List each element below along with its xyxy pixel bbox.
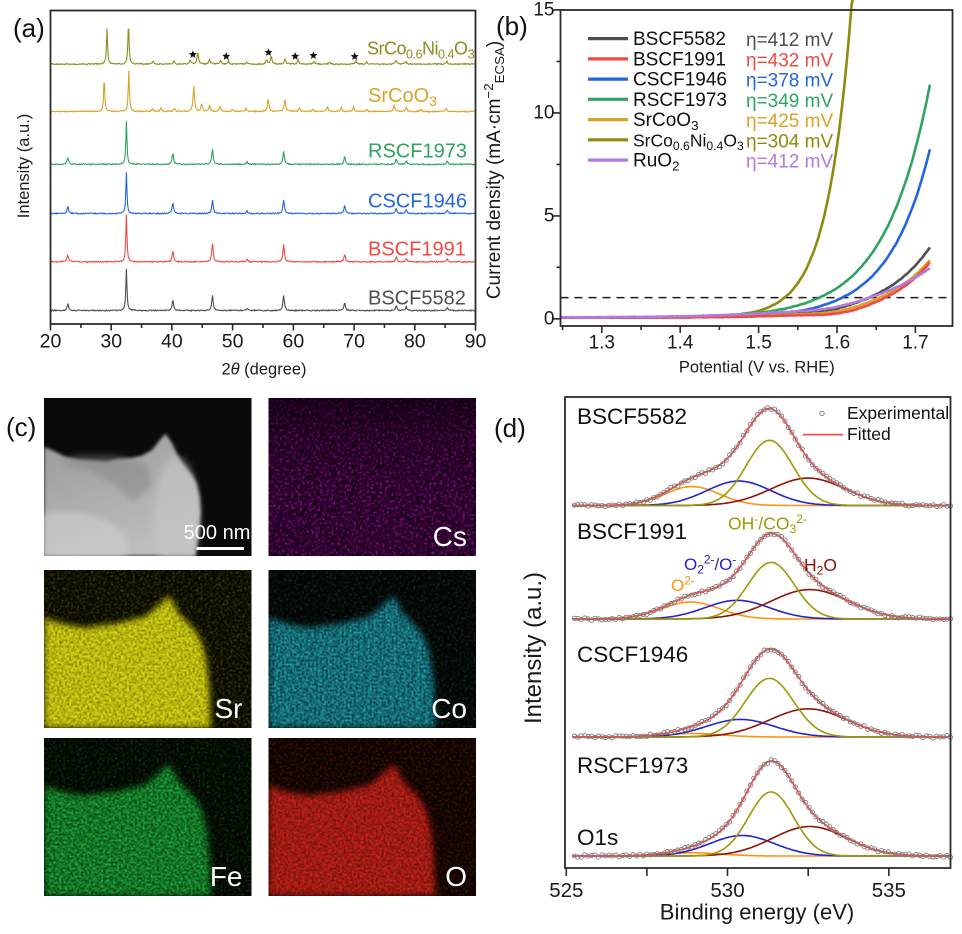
svg-text:SrCoO3: SrCoO3 bbox=[633, 110, 698, 133]
svg-text:BSCF1991: BSCF1991 bbox=[368, 239, 466, 261]
svg-text:(d): (d) bbox=[494, 413, 526, 443]
svg-text:RuO2: RuO2 bbox=[633, 151, 679, 174]
svg-text:15: 15 bbox=[533, 0, 554, 20]
svg-text:10: 10 bbox=[533, 102, 554, 123]
svg-text:Binding energy (eV): Binding energy (eV) bbox=[660, 900, 854, 925]
svg-text:Intensity (a.u.): Intensity (a.u.) bbox=[15, 114, 33, 219]
svg-text:CSCF1946: CSCF1946 bbox=[368, 191, 467, 213]
svg-text:0: 0 bbox=[544, 308, 555, 329]
svg-text:BSCF1991: BSCF1991 bbox=[577, 519, 687, 544]
svg-text:SrCo0.6Ni0.4O3: SrCo0.6Ni0.4O3 bbox=[367, 39, 475, 62]
svg-text:535: 535 bbox=[872, 879, 906, 902]
svg-text:Sr: Sr bbox=[215, 693, 243, 724]
svg-text:η=304 mV: η=304 mV bbox=[746, 131, 833, 152]
svg-text:SrCoO3: SrCoO3 bbox=[368, 85, 437, 109]
svg-text:1.7: 1.7 bbox=[902, 333, 928, 354]
svg-text:80: 80 bbox=[404, 331, 426, 353]
svg-text:SrCo0.6Ni0.4O3: SrCo0.6Ni0.4O3 bbox=[633, 130, 744, 153]
svg-text:CSCF1946: CSCF1946 bbox=[633, 70, 727, 91]
svg-text:500 nm: 500 nm bbox=[184, 522, 251, 544]
svg-text:Fitted: Fitted bbox=[847, 424, 891, 444]
svg-text:O2-: O2- bbox=[671, 574, 695, 596]
svg-text:O22-/O-: O22-/O- bbox=[684, 553, 736, 577]
svg-text:η=432 mV: η=432 mV bbox=[746, 50, 833, 71]
svg-text:70: 70 bbox=[343, 331, 365, 353]
svg-text:1.3: 1.3 bbox=[589, 333, 615, 354]
svg-text:90: 90 bbox=[465, 331, 487, 353]
svg-text:H2O: H2O bbox=[804, 555, 837, 578]
svg-text:Fe: Fe bbox=[210, 861, 243, 892]
svg-text:η=425 mV: η=425 mV bbox=[746, 111, 833, 132]
svg-text:BSCF5582: BSCF5582 bbox=[368, 288, 466, 310]
svg-text:530: 530 bbox=[710, 879, 744, 902]
svg-text:Cs: Cs bbox=[433, 521, 467, 552]
svg-text:5: 5 bbox=[544, 205, 555, 226]
svg-text:1.4: 1.4 bbox=[667, 333, 694, 354]
svg-text:Intensity (a.u.): Intensity (a.u.) bbox=[520, 572, 547, 724]
svg-text:30: 30 bbox=[100, 331, 122, 353]
svg-text:OH-/CO32-: OH-/CO32- bbox=[728, 512, 807, 536]
svg-text:η=412 mV: η=412 mV bbox=[746, 152, 833, 173]
svg-text:40: 40 bbox=[161, 331, 183, 353]
svg-text:50: 50 bbox=[222, 331, 244, 353]
svg-text:O: O bbox=[445, 861, 467, 892]
svg-text:(b): (b) bbox=[496, 11, 528, 41]
svg-text:η=378 mV: η=378 mV bbox=[746, 71, 833, 92]
svg-text:(c): (c) bbox=[6, 412, 36, 442]
svg-text:CSCF1946: CSCF1946 bbox=[577, 642, 688, 667]
svg-text:Co: Co bbox=[431, 693, 467, 724]
svg-text:2θ (degree): 2θ (degree) bbox=[221, 361, 306, 379]
svg-text:60: 60 bbox=[283, 331, 305, 353]
svg-text:BSCF5582: BSCF5582 bbox=[633, 29, 726, 50]
svg-text:20: 20 bbox=[40, 331, 62, 353]
svg-text:RSCF1973: RSCF1973 bbox=[577, 753, 688, 778]
svg-text:O1s: O1s bbox=[577, 825, 618, 850]
svg-text:RSCF1973: RSCF1973 bbox=[633, 90, 727, 111]
svg-text:BSCF5582: BSCF5582 bbox=[577, 404, 687, 429]
svg-text:1.5: 1.5 bbox=[745, 333, 771, 354]
svg-text:1.6: 1.6 bbox=[824, 333, 850, 354]
svg-text:RSCF1973: RSCF1973 bbox=[368, 141, 467, 163]
svg-text:Potential (V vs. RHE): Potential (V vs. RHE) bbox=[679, 359, 835, 377]
svg-text:η=412 mV: η=412 mV bbox=[746, 30, 833, 51]
svg-text:(a): (a) bbox=[13, 13, 45, 43]
svg-text:525: 525 bbox=[549, 879, 583, 902]
svg-text:Current density (mA·cm−2ECSA): Current density (mA·cm−2ECSA) bbox=[481, 41, 507, 299]
svg-text:η=349 mV: η=349 mV bbox=[746, 91, 833, 112]
svg-text:Experimental: Experimental bbox=[847, 403, 949, 423]
svg-text:BSCF1991: BSCF1991 bbox=[633, 49, 726, 70]
